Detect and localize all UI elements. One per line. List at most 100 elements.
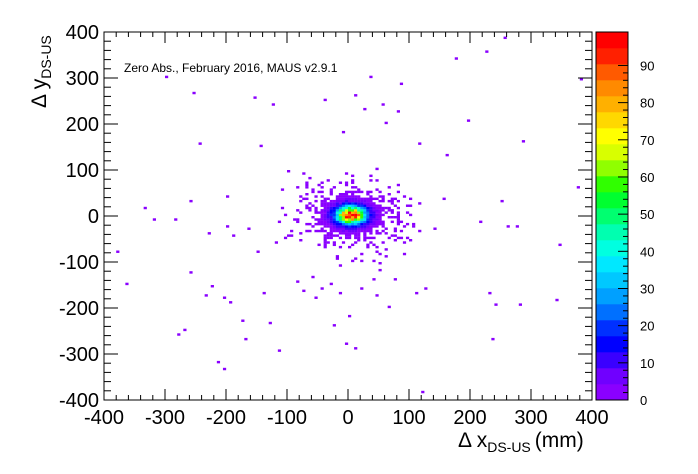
heatmap-cell [332,234,336,237]
heatmap-cell [354,222,358,226]
heatmap-cell [344,342,349,345]
heatmap-cell [335,222,339,226]
heatmap-cell [418,229,422,233]
heatmap-cell [372,216,376,219]
heatmap-cell [369,225,373,228]
heatmap-cell [335,227,339,230]
color-scale-segment [596,256,628,273]
heatmap-cell [366,213,370,217]
heatmap-cell [332,211,336,214]
heatmap-cell [320,209,324,212]
heatmap-cell [293,218,297,221]
heatmap-cell [314,218,318,221]
heatmap-cell [354,204,358,207]
heatmap-cell [277,220,282,224]
heatmap-cell [375,167,379,171]
heatmap-cell [311,275,315,279]
heatmap-cell [329,236,333,240]
heatmap-cell [369,222,373,226]
heatmap-cell [329,193,333,196]
heatmap-cell [332,199,336,203]
heatmap-cell [357,206,361,210]
heatmap-cell [351,206,355,210]
heatmap-cell [381,103,385,106]
color-scale-ticks: 0 10 20 30 40 50 60 70 80 90 [618,58,654,408]
heatmap-cell [357,197,361,201]
heatmap-cell [314,195,318,198]
heatmap-cell [317,220,321,224]
heatmap-cell [402,241,407,244]
heatmap-cell [369,241,373,244]
y-tick-label: -100 [59,252,99,274]
heatmap-cell [323,197,327,201]
heatmap-cell [222,367,227,371]
heatmap-cell [351,211,355,214]
heatmap-cell [320,199,324,203]
heatmap-cell [366,218,370,221]
color-scale-tick-label: 90 [640,58,654,73]
heatmap-cell [344,222,349,226]
heatmap-cell [305,229,309,233]
heatmap-cell [418,142,422,145]
heatmap-cell [372,220,376,224]
heatmap-cell [357,211,361,214]
y-tick-label: -400 [59,390,99,412]
heatmap-cell [338,199,343,203]
heatmap-cell [366,236,370,240]
heatmap-cell [326,241,330,244]
heatmap-cell [351,190,355,194]
heatmap-cell [344,183,349,187]
heatmap-cell [375,209,379,212]
heatmap-cell [375,294,379,297]
heatmap-cell [348,245,352,249]
heatmap-cell [375,211,379,214]
heatmap-cell [351,259,355,263]
heatmap-cell [323,236,327,240]
color-scale-segment [596,384,628,401]
heatmap-cell [326,211,330,214]
heatmap-cell [360,218,364,221]
heatmap-cell [454,57,458,60]
heatmap-cell [390,216,394,219]
heatmap-cell [369,204,373,207]
heatmap-cell [329,199,333,203]
heatmap-cell [332,222,336,226]
heatmap-cell [216,360,221,364]
heatmap-cell [357,199,361,203]
heatmap-cell [363,229,367,233]
heatmap-cell [354,227,358,230]
heatmap-cell [348,213,352,217]
heatmap-cell [268,321,272,325]
heatmap-cell [348,220,352,224]
heatmap-cell [262,291,266,295]
heatmap-cell [409,213,413,217]
heatmap-cell [396,236,400,240]
heatmap-cell [576,186,580,189]
heatmap-cell [372,278,376,281]
heatmap-cell [384,255,388,258]
heatmap-cell [338,229,343,233]
y-axis-ticks: -400 -300 -200 -100 0 100 200 300 400 [59,22,592,412]
heatmap-cell [326,204,330,207]
heatmap-cell [348,225,352,228]
y-tick-label: 100 [66,160,99,182]
color-scale-segment [596,352,628,369]
heatmap-cell [354,190,358,194]
heatmap-cell [357,216,361,219]
heatmap-cell [375,188,379,191]
heatmap-cell [335,229,339,233]
heatmap-cell [341,222,346,226]
heatmap-cell [381,213,385,217]
heatmap-cell [375,218,379,221]
color-scale-segment [596,32,628,49]
heatmap-cell [369,229,373,233]
heatmap-cell [363,220,367,224]
heatmap-cell [335,213,339,217]
heatmap-cell [314,209,318,212]
heatmap-cell [332,202,336,205]
heatmap-cell [369,209,373,212]
heatmap-cell [372,197,376,201]
x-tick-label: -200 [206,407,246,429]
heatmap-cell [381,220,385,224]
heatmap-cell [381,197,385,201]
